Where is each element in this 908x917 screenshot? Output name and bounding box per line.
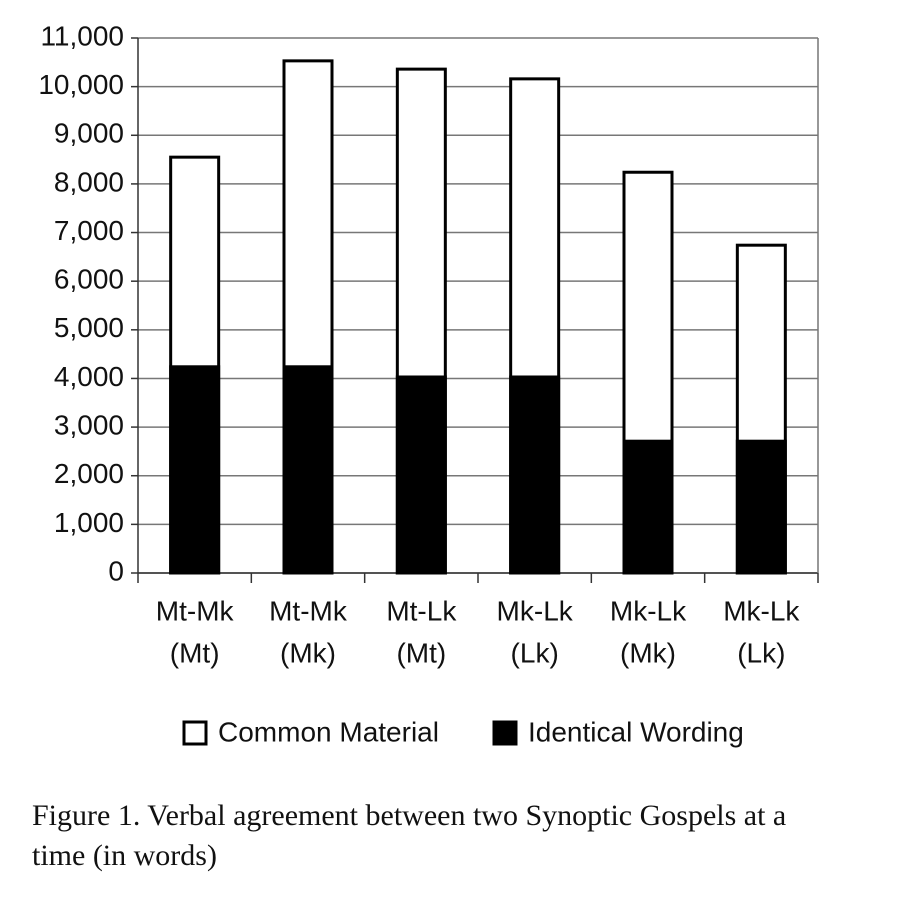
x-tick-label: (Lk)	[511, 637, 559, 668]
y-tick-label: 6,000	[54, 264, 124, 295]
bar	[735, 439, 787, 575]
bar	[282, 365, 334, 575]
bar	[509, 375, 561, 575]
y-tick-label: 8,000	[54, 166, 124, 197]
x-tick-label: (Mk)	[280, 637, 336, 668]
x-tick-label: (Lk)	[737, 637, 785, 668]
bar	[169, 365, 221, 575]
x-tick-label: (Mt)	[396, 637, 446, 668]
y-tick-label: 10,000	[38, 69, 124, 100]
chart: 0 1,000 2,000 3,000 4,000 5,000 6,000 7,000 8,00…	[38, 20, 819, 747]
y-tick-label: 5,000	[54, 312, 124, 343]
x-tick-label: Mt-Mk	[269, 595, 348, 626]
legend-swatch	[492, 720, 518, 746]
x-tick-label: Mk-Lk	[497, 595, 574, 626]
legend-label: Identical Wording	[528, 716, 744, 747]
y-tick-label: 7,000	[54, 215, 124, 246]
x-tick-label: (Mt)	[170, 637, 220, 668]
legend-label: Common Material	[218, 716, 439, 747]
y-tick-label: 1,000	[54, 507, 124, 538]
legend-swatch	[182, 720, 208, 746]
x-tick-label: Mk-Lk	[610, 595, 687, 626]
caption: Figure 1. Verbal agreement between two S…	[32, 799, 787, 872]
y-tick-label: 11,000	[40, 20, 124, 51]
bar	[395, 375, 447, 575]
y-tick-label: 4,000	[54, 361, 124, 392]
y-tick-label: 3,000	[54, 409, 124, 440]
x-tick-label: Mt-Mk	[156, 595, 235, 626]
x-tick-label: (Mk)	[620, 637, 676, 668]
x-tick-label: Mt-Lk	[386, 595, 457, 626]
y-tick-label: 0	[108, 555, 124, 586]
x-tick-label: Mk-Lk	[723, 595, 800, 626]
y-tick-label: 9,000	[54, 118, 124, 149]
bar	[622, 439, 674, 575]
y-tick-label: 2,000	[54, 458, 124, 489]
